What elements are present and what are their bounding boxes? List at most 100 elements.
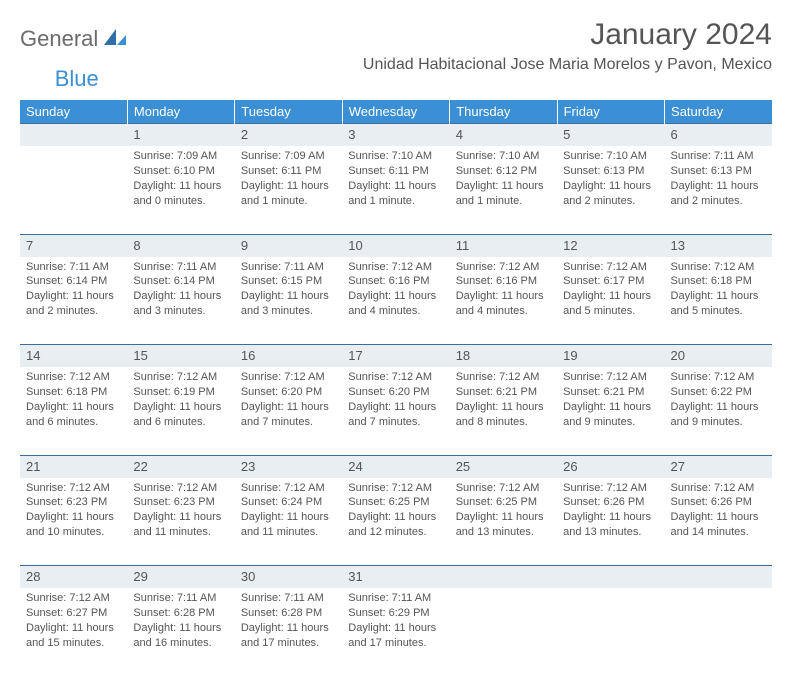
day-details: Sunrise: 7:10 AMSunset: 6:13 PMDaylight:… bbox=[557, 146, 664, 214]
sunset-text: Sunset: 6:22 PM bbox=[671, 385, 766, 400]
sunset-text: Sunset: 6:10 PM bbox=[133, 164, 228, 179]
daylight-text: and 2 minutes. bbox=[26, 304, 121, 319]
sunrise-text: Sunrise: 7:12 AM bbox=[456, 260, 551, 275]
day-number: 14 bbox=[26, 348, 40, 363]
sunrise-text: Sunrise: 7:12 AM bbox=[348, 260, 443, 275]
day-number: 15 bbox=[133, 348, 147, 363]
day-cell: Sunrise: 7:12 AMSunset: 6:26 PMDaylight:… bbox=[665, 478, 772, 566]
day-number: 2 bbox=[241, 127, 248, 142]
day-number-cell: 15 bbox=[127, 345, 234, 368]
day-details: Sunrise: 7:12 AMSunset: 6:18 PMDaylight:… bbox=[20, 367, 127, 435]
daylight-text: Daylight: 11 hours bbox=[241, 621, 336, 636]
daylight-text: Daylight: 11 hours bbox=[348, 621, 443, 636]
day-details: Sunrise: 7:12 AMSunset: 6:26 PMDaylight:… bbox=[557, 478, 664, 546]
brand-part1: General bbox=[20, 26, 98, 52]
daylight-text: Daylight: 11 hours bbox=[133, 179, 228, 194]
sunset-text: Sunset: 6:28 PM bbox=[133, 606, 228, 621]
daylight-text: Daylight: 11 hours bbox=[563, 289, 658, 304]
day-number-row: 28293031 bbox=[20, 566, 772, 589]
sunrise-text: Sunrise: 7:11 AM bbox=[671, 149, 766, 164]
daylight-text: and 7 minutes. bbox=[348, 415, 443, 430]
daylight-text: Daylight: 11 hours bbox=[563, 179, 658, 194]
sunrise-text: Sunrise: 7:12 AM bbox=[133, 481, 228, 496]
day-content-row: Sunrise: 7:09 AMSunset: 6:10 PMDaylight:… bbox=[20, 146, 772, 234]
sunset-text: Sunset: 6:13 PM bbox=[671, 164, 766, 179]
daylight-text: Daylight: 11 hours bbox=[26, 289, 121, 304]
daylight-text: and 7 minutes. bbox=[241, 415, 336, 430]
location-subtitle: Unidad Habitacional Jose Maria Morelos y… bbox=[363, 56, 772, 74]
day-details: Sunrise: 7:12 AMSunset: 6:19 PMDaylight:… bbox=[127, 367, 234, 435]
day-cell: Sunrise: 7:09 AMSunset: 6:10 PMDaylight:… bbox=[127, 146, 234, 234]
day-cell: Sunrise: 7:12 AMSunset: 6:26 PMDaylight:… bbox=[557, 478, 664, 566]
day-details: Sunrise: 7:11 AMSunset: 6:15 PMDaylight:… bbox=[235, 257, 342, 325]
weekday-header: Sunday bbox=[20, 100, 127, 124]
day-details: Sunrise: 7:12 AMSunset: 6:24 PMDaylight:… bbox=[235, 478, 342, 546]
day-cell: Sunrise: 7:12 AMSunset: 6:18 PMDaylight:… bbox=[665, 257, 772, 345]
day-number-cell: 21 bbox=[20, 455, 127, 478]
sunrise-text: Sunrise: 7:12 AM bbox=[563, 481, 658, 496]
day-number-row: 78910111213 bbox=[20, 234, 772, 257]
day-cell: Sunrise: 7:12 AMSunset: 6:25 PMDaylight:… bbox=[450, 478, 557, 566]
day-number-row: 14151617181920 bbox=[20, 345, 772, 368]
day-number: 22 bbox=[133, 459, 147, 474]
sunset-text: Sunset: 6:21 PM bbox=[563, 385, 658, 400]
daylight-text: Daylight: 11 hours bbox=[456, 400, 551, 415]
daylight-text: Daylight: 11 hours bbox=[241, 289, 336, 304]
day-details: Sunrise: 7:12 AMSunset: 6:16 PMDaylight:… bbox=[450, 257, 557, 325]
day-cell: Sunrise: 7:12 AMSunset: 6:23 PMDaylight:… bbox=[20, 478, 127, 566]
daylight-text: and 3 minutes. bbox=[241, 304, 336, 319]
day-cell: Sunrise: 7:10 AMSunset: 6:12 PMDaylight:… bbox=[450, 146, 557, 234]
day-cell: Sunrise: 7:12 AMSunset: 6:21 PMDaylight:… bbox=[450, 367, 557, 455]
daylight-text: Daylight: 11 hours bbox=[456, 289, 551, 304]
day-details: Sunrise: 7:12 AMSunset: 6:23 PMDaylight:… bbox=[127, 478, 234, 546]
day-number-cell: 9 bbox=[235, 234, 342, 257]
sunrise-text: Sunrise: 7:11 AM bbox=[133, 260, 228, 275]
day-number-cell: 26 bbox=[557, 455, 664, 478]
weekday-header: Friday bbox=[557, 100, 664, 124]
day-details: Sunrise: 7:11 AMSunset: 6:14 PMDaylight:… bbox=[20, 257, 127, 325]
day-details: Sunrise: 7:12 AMSunset: 6:25 PMDaylight:… bbox=[450, 478, 557, 546]
day-details: Sunrise: 7:10 AMSunset: 6:12 PMDaylight:… bbox=[450, 146, 557, 214]
day-cell: Sunrise: 7:11 AMSunset: 6:15 PMDaylight:… bbox=[235, 257, 342, 345]
daylight-text: and 11 minutes. bbox=[241, 525, 336, 540]
day-number: 6 bbox=[671, 127, 678, 142]
day-number-cell: 11 bbox=[450, 234, 557, 257]
day-number: 31 bbox=[348, 569, 362, 584]
day-number: 11 bbox=[456, 238, 470, 253]
day-cell: Sunrise: 7:11 AMSunset: 6:14 PMDaylight:… bbox=[20, 257, 127, 345]
day-cell: Sunrise: 7:11 AMSunset: 6:14 PMDaylight:… bbox=[127, 257, 234, 345]
daylight-text: and 2 minutes. bbox=[671, 194, 766, 209]
sunrise-text: Sunrise: 7:11 AM bbox=[26, 260, 121, 275]
day-number: 3 bbox=[348, 127, 355, 142]
day-number: 18 bbox=[456, 348, 470, 363]
sunrise-text: Sunrise: 7:12 AM bbox=[456, 481, 551, 496]
sunset-text: Sunset: 6:14 PM bbox=[26, 274, 121, 289]
daylight-text: and 16 minutes. bbox=[133, 636, 228, 651]
day-number: 30 bbox=[241, 569, 255, 584]
daylight-text: and 10 minutes. bbox=[26, 525, 121, 540]
daylight-text: and 17 minutes. bbox=[348, 636, 443, 651]
weekday-header: Tuesday bbox=[235, 100, 342, 124]
sail-icon bbox=[102, 27, 128, 52]
day-cell: Sunrise: 7:11 AMSunset: 6:28 PMDaylight:… bbox=[127, 588, 234, 676]
day-cell: Sunrise: 7:12 AMSunset: 6:16 PMDaylight:… bbox=[450, 257, 557, 345]
day-number-cell: 23 bbox=[235, 455, 342, 478]
sunset-text: Sunset: 6:23 PM bbox=[133, 495, 228, 510]
day-cell: Sunrise: 7:12 AMSunset: 6:27 PMDaylight:… bbox=[20, 588, 127, 676]
day-cell: Sunrise: 7:12 AMSunset: 6:22 PMDaylight:… bbox=[665, 367, 772, 455]
sunset-text: Sunset: 6:15 PM bbox=[241, 274, 336, 289]
day-number-cell: 18 bbox=[450, 345, 557, 368]
day-number-cell: 6 bbox=[665, 124, 772, 147]
day-cell: Sunrise: 7:12 AMSunset: 6:16 PMDaylight:… bbox=[342, 257, 449, 345]
sunset-text: Sunset: 6:25 PM bbox=[456, 495, 551, 510]
day-number: 24 bbox=[348, 459, 362, 474]
sunrise-text: Sunrise: 7:11 AM bbox=[348, 591, 443, 606]
day-number-cell bbox=[20, 124, 127, 147]
daylight-text: Daylight: 11 hours bbox=[241, 510, 336, 525]
day-cell bbox=[450, 588, 557, 676]
sunset-text: Sunset: 6:18 PM bbox=[671, 274, 766, 289]
daylight-text: Daylight: 11 hours bbox=[563, 510, 658, 525]
day-cell: Sunrise: 7:09 AMSunset: 6:11 PMDaylight:… bbox=[235, 146, 342, 234]
daylight-text: and 4 minutes. bbox=[348, 304, 443, 319]
daylight-text: and 4 minutes. bbox=[456, 304, 551, 319]
